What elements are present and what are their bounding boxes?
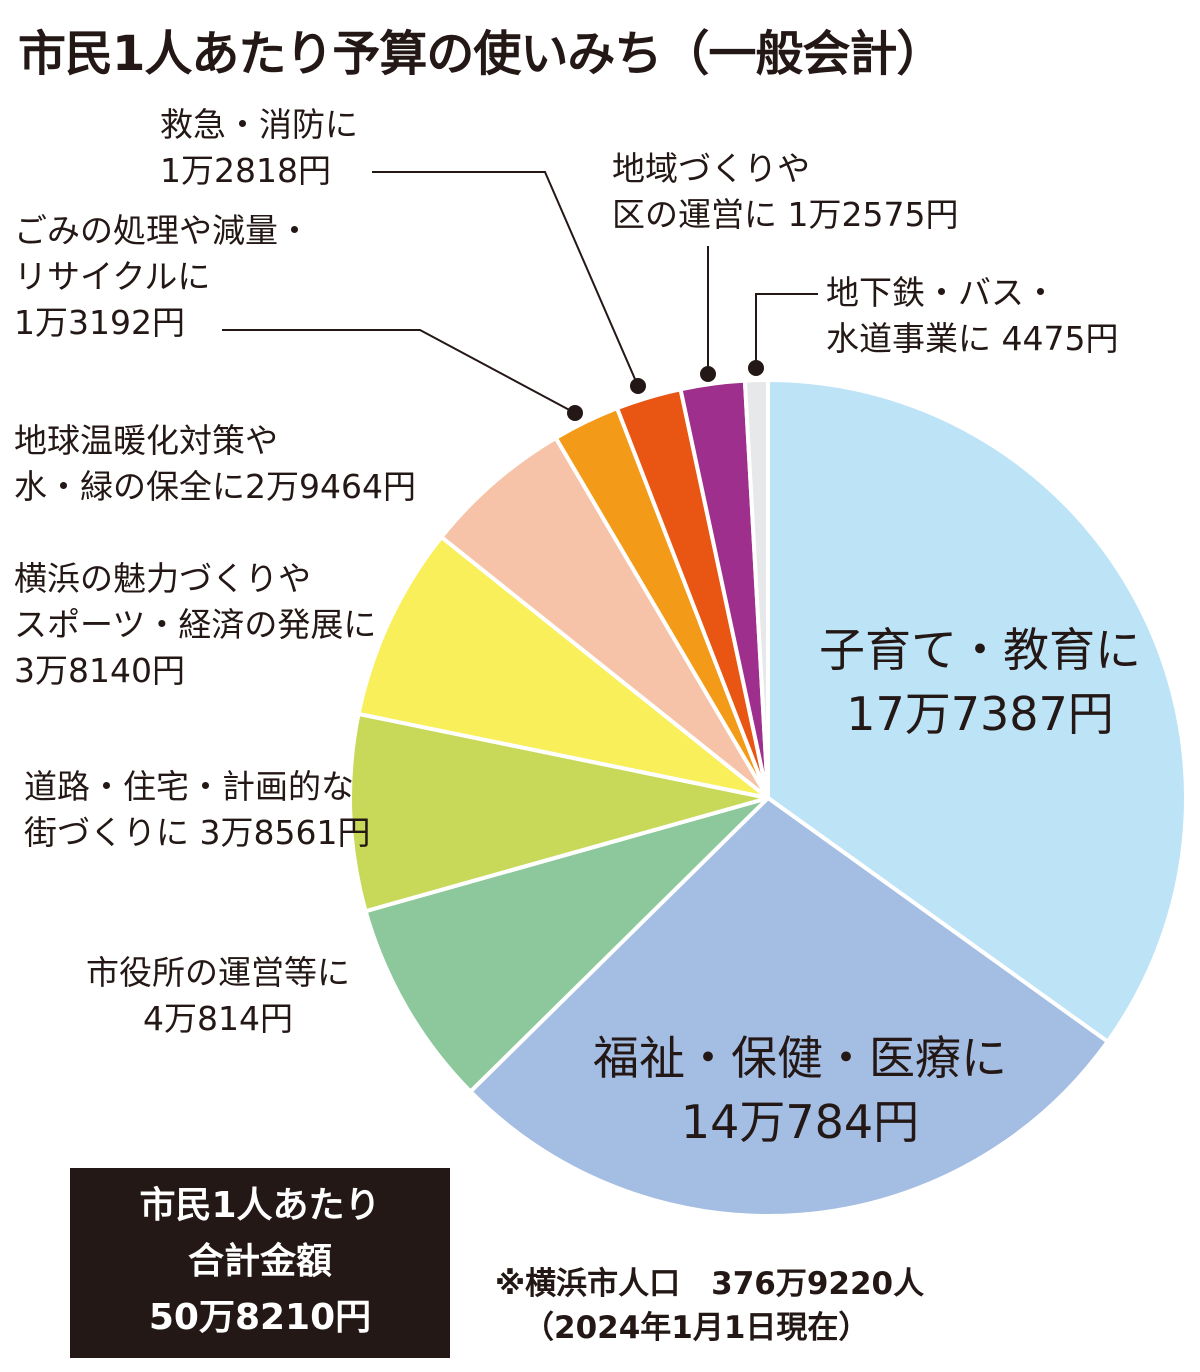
note-line: ※横浜市人口 376万9220人: [495, 1266, 925, 1302]
slice-environment: [439, 435, 770, 800]
data-label-line: ごみの処理や減量・: [14, 211, 311, 250]
data-label-line: 4万814円: [143, 999, 293, 1038]
total-line: 合計金額: [187, 1241, 332, 1282]
data-label-emergency-fire: 救急・消防に 1万2818円: [160, 102, 358, 194]
chart-title: 市民1人あたり予算の使いみち（一般会計）: [18, 26, 944, 82]
data-label-line: リサイクルに: [14, 257, 211, 296]
slice-city-office: [363, 796, 770, 1094]
total-line: 50万8210円: [148, 1297, 372, 1338]
data-label-line: 水・緑の保全に2万9464円: [14, 467, 416, 506]
total-line: 市民1人あたり: [139, 1185, 381, 1226]
leader-waste-recycling: [222, 329, 576, 414]
data-label-environment: 地球温暖化対策や 水・緑の保全に2万9464円: [14, 418, 416, 510]
data-label-attraction-economy: 横浜の魅力づくりや スポーツ・経済の発展に 3万8140円: [14, 556, 376, 694]
data-label-line: 1万3192円: [14, 303, 185, 342]
data-label-line: 地球温暖化対策や: [14, 421, 278, 460]
data-label-line: 道路・住宅・計画的な: [24, 767, 354, 806]
data-label-welfare-health: 福祉・保健・医療に 14万784円: [520, 1026, 1080, 1154]
data-label-child-education: 子育て・教育に 17万7387円: [770, 618, 1190, 746]
slice-roads-housing: [348, 711, 770, 914]
leader-transit-water: [755, 293, 818, 368]
note-line: （2024年1月1日現在）: [523, 1310, 870, 1346]
data-label-line: 街づくりに 3万8561円: [24, 813, 371, 852]
data-label-line: 3万8140円: [14, 651, 185, 690]
data-label-line: 17万7387円: [846, 687, 1114, 741]
data-label-line: スポーツ・経済の発展に: [14, 605, 377, 644]
leader-community-ward-dot: [700, 366, 716, 382]
data-label-roads-housing: 道路・住宅・計画的な 街づくりに 3万8561円: [24, 764, 370, 856]
data-label-city-office: 市役所の運営等に 4万814円: [18, 950, 418, 1042]
data-label-line: 子育て・教育に: [819, 623, 1141, 677]
data-label-transit-water: 地下鉄・バス・ 水道事業に 4475円: [826, 270, 1118, 362]
data-label-line: 地下鉄・バス・: [826, 273, 1057, 312]
data-label-waste-recycling: ごみの処理や減量・ リサイクルに 1万3192円: [14, 208, 311, 346]
slice-attraction-economy: [356, 535, 770, 800]
data-label-line: 救急・消防に: [160, 105, 358, 144]
data-label-line: 14万784円: [680, 1095, 920, 1149]
leader-transit-water-dot: [748, 360, 764, 376]
data-label-line: 地域づくりや: [612, 149, 810, 188]
data-label-line: 福祉・保健・医療に: [593, 1031, 1007, 1085]
total-amount-box: 市民1人あたり 合計金額 50万8210円: [70, 1168, 450, 1358]
leader-emergency-fire: [372, 171, 639, 387]
slice-welfare-health: [468, 796, 1110, 1218]
data-label-line: 横浜の魅力づくりや: [14, 559, 311, 598]
slice-child-education: [766, 378, 1188, 1044]
data-label-community-ward: 地域づくりや 区の運営に 1万2575円: [612, 146, 958, 238]
slice-transit-water: [742, 378, 770, 800]
leader-emergency-fire-dot: [630, 378, 646, 394]
data-label-line: 水道事業に 4475円: [826, 319, 1119, 358]
data-label-line: 1万2818円: [160, 151, 331, 190]
population-note: ※横浜市人口 376万9220人 （2024年1月1日現在）: [495, 1262, 924, 1350]
leader-waste-recycling-dot: [567, 405, 583, 421]
data-label-line: 市役所の運営等に: [86, 953, 350, 992]
data-label-line: 区の運営に 1万2575円: [612, 195, 959, 234]
